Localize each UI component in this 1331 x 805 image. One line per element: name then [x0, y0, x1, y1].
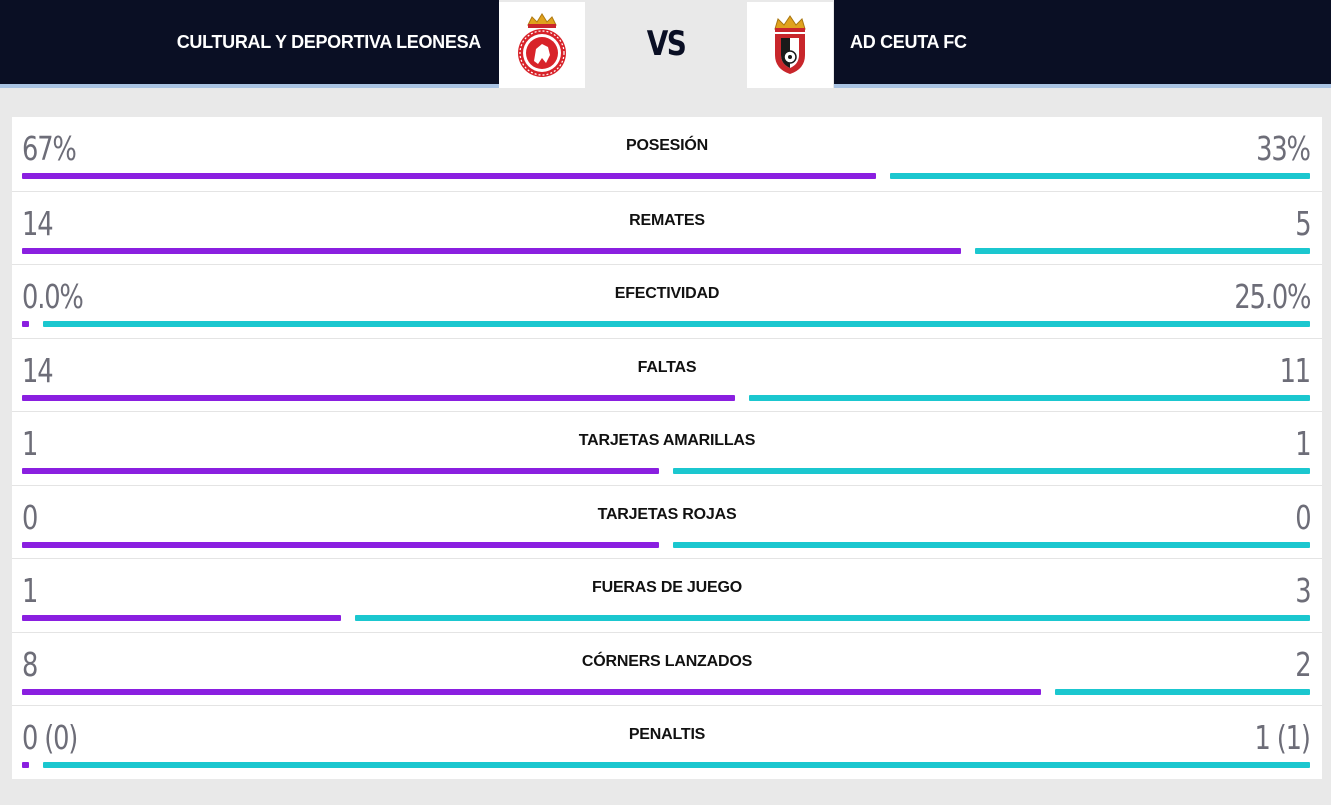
away-stat-value: 5 — [1294, 203, 1311, 243]
vs-label: VS — [646, 24, 687, 64]
home-team-bar: CULTURAL Y DEPORTIVA LEONESA — [0, 0, 499, 88]
stat-row: 0.0% EFECTIVIDAD 25.0% — [12, 264, 1322, 338]
away-stat-bar — [43, 321, 1310, 327]
home-team-crest[interactable] — [499, 2, 585, 88]
home-stat-value: 0 (0) — [22, 718, 78, 757]
away-stat-bar — [1055, 688, 1310, 695]
stat-row: 1 TARJETAS AMARILLAS 1 — [12, 411, 1322, 485]
match-stats-panel: 67% POSESIÓN 33% 14 REMATES 5 0.0% EFECTIVIDAD 2… — [12, 117, 1322, 779]
stat-label: FUERAS DE JUEGO — [592, 579, 742, 596]
away-stat-value: 1 — [1294, 424, 1311, 463]
away-team-bar: AD CEUTA FC — [834, 0, 1331, 88]
stat-label: CÓRNERS LANZADOS — [581, 652, 753, 670]
away-stat-bar — [975, 247, 1310, 254]
away-stat-value: 0 — [1294, 497, 1311, 537]
stat-row: 8 CÓRNERS LANZADOS 2 — [12, 631, 1322, 706]
stat-label: PENALTIS — [628, 726, 706, 743]
away-stat-value: 11 — [1279, 350, 1312, 390]
home-stat-bar — [22, 468, 659, 474]
home-stat-value: 67% — [22, 129, 77, 168]
stat-label: TARJETAS AMARILLAS — [578, 432, 756, 449]
away-stat-bar — [749, 394, 1310, 401]
away-team-crest[interactable] — [747, 2, 833, 88]
stat-label: EFECTIVIDAD — [614, 285, 720, 302]
away-stat-bar — [673, 468, 1310, 474]
home-stat-bar — [22, 247, 961, 254]
home-stat-bar — [22, 688, 1041, 695]
away-team-name[interactable]: AD CEUTA FC — [850, 31, 967, 52]
away-stat-value: 3 — [1294, 571, 1311, 610]
home-stat-bar — [22, 541, 659, 548]
stat-label: TARJETAS ROJAS — [597, 505, 737, 523]
stat-row: 14 FALTAS 11 — [12, 337, 1322, 412]
stat-label: FALTAS — [637, 358, 697, 376]
home-stat-bar — [22, 173, 876, 179]
home-stat-bar — [22, 394, 735, 401]
home-stat-value: 8 — [22, 644, 38, 684]
home-stat-value: 0.0% — [22, 277, 84, 316]
home-stat-value: 1 — [22, 424, 38, 463]
home-stat-value: 1 — [22, 571, 38, 610]
away-stat-value: 2 — [1294, 644, 1311, 684]
away-stat-bar — [673, 541, 1310, 548]
home-stat-bar — [22, 762, 29, 768]
stat-row: 0 (0) PENALTIS 1 (1) — [12, 705, 1322, 779]
cultural-leonesa-crest-icon — [518, 13, 566, 77]
home-stat-bar — [22, 321, 29, 327]
stat-row: 1 FUERAS DE JUEGO 3 — [12, 558, 1322, 632]
stat-label: REMATES — [629, 211, 705, 229]
home-stat-bar — [22, 615, 341, 621]
away-stat-bar — [355, 615, 1310, 621]
away-stat-value: 1 (1) — [1254, 718, 1311, 757]
match-header: CULTURAL Y DEPORTIVA LEONESA VS AD CEUTA… — [0, 0, 1331, 88]
stat-label: POSESIÓN — [626, 137, 708, 154]
away-stat-value: 25.0% — [1234, 277, 1311, 316]
away-stat-bar — [43, 762, 1310, 768]
home-team-name[interactable]: CULTURAL Y DEPORTIVA LEONESA — [176, 31, 482, 52]
home-stat-value: 14 — [22, 203, 54, 243]
home-stat-value: 0 — [22, 497, 38, 537]
home-stat-value: 14 — [22, 350, 54, 390]
stat-row: 14 REMATES 5 — [12, 190, 1322, 265]
stat-row: 67% POSESIÓN 33% — [12, 117, 1322, 191]
away-stat-bar — [890, 173, 1310, 179]
stat-row: 0 TARJETAS ROJAS 0 — [12, 484, 1322, 559]
ad-ceuta-crest-icon — [774, 15, 806, 74]
away-stat-value: 33% — [1256, 129, 1311, 168]
